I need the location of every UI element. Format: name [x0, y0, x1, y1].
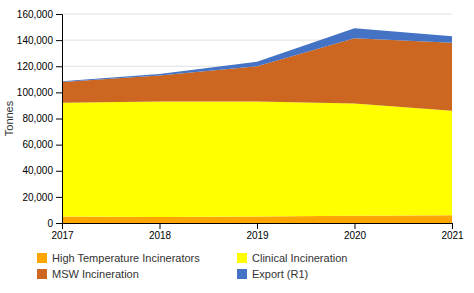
x-axis: 2017 2018 2019 2020 2021 — [51, 223, 464, 241]
area — [62, 28, 452, 82]
y-axis: 0 20,000 40,000 60,000 80,000 100,000 120,000 1… — [17, 9, 63, 229]
tick-mark — [56, 223, 62, 224]
tick-mark — [56, 92, 62, 93]
legend: High Temperature Incinerators Clinical In… — [37, 252, 347, 280]
tick-mark — [160, 223, 161, 229]
tick-label: 20,000 — [22, 192, 53, 203]
tick: 2019 — [246, 223, 269, 241]
legend-swatch — [37, 253, 47, 263]
tick-label: 2019 — [246, 230, 269, 241]
chart: 2017 2018 2019 2020 2021 0 20,000 40,000 60,000 8… — [0, 0, 474, 293]
tick-label: 2017 — [51, 230, 74, 241]
area — [62, 102, 452, 218]
legend-swatch — [37, 269, 47, 279]
tick: 140,000 — [17, 35, 62, 46]
tick: 2020 — [344, 223, 367, 241]
tick: 2018 — [149, 223, 172, 241]
tick-label: 100,000 — [17, 87, 54, 98]
tick: 2021 — [441, 223, 464, 241]
legend-swatch — [237, 269, 247, 279]
tick-label: 2018 — [149, 230, 172, 241]
tick-mark — [56, 66, 62, 67]
axis-line — [63, 224, 453, 230]
tick-label: 80,000 — [22, 113, 53, 124]
tick: 20,000 — [22, 192, 62, 203]
legend-label: Clinical Incineration — [252, 252, 347, 264]
tick-mark — [56, 14, 62, 15]
tick: 100,000 — [17, 87, 62, 98]
tick-mark — [257, 223, 258, 229]
tick: 40,000 — [22, 165, 62, 176]
plot: 2017 2018 2019 2020 2021 0 20,000 40,000 60,000 8… — [17, 9, 464, 241]
tick-label: 160,000 — [17, 9, 54, 20]
area — [62, 38, 452, 110]
areas — [62, 28, 452, 223]
tick: 60,000 — [22, 139, 62, 150]
tick-mark — [56, 171, 62, 172]
tick: 80,000 — [22, 113, 62, 124]
tick-mark — [56, 119, 62, 120]
tick: 120,000 — [17, 61, 62, 72]
legend-label: MSW Incineration — [52, 268, 139, 280]
legend-swatch — [237, 253, 247, 263]
legend-item: High Temperature Incinerators — [37, 252, 200, 264]
tick-mark — [56, 145, 62, 146]
tick-label: 60,000 — [22, 139, 53, 150]
legend-item: Export (R1) — [237, 268, 308, 280]
axis-line — [56, 15, 63, 224]
legend-item: Clinical Incineration — [237, 252, 347, 264]
tick-mark — [355, 223, 356, 229]
tick-label: 2020 — [344, 230, 367, 241]
tick-label: 2021 — [441, 230, 464, 241]
tick-label: 140,000 — [17, 35, 54, 46]
tick-label: 0 — [47, 218, 53, 229]
legend-label: Export (R1) — [252, 268, 308, 280]
grid-line — [62, 14, 452, 15]
tick-mark — [452, 223, 453, 229]
tick-label: 120,000 — [17, 61, 54, 72]
tick-mark — [56, 197, 62, 198]
tick-label: 40,000 — [22, 165, 53, 176]
axis-title: Tonnes — [3, 100, 15, 136]
legend-item: MSW Incineration — [37, 268, 139, 280]
tick: 160,000 — [17, 9, 62, 20]
legend-label: High Temperature Incinerators — [52, 252, 200, 264]
tick: 2017 — [51, 223, 74, 241]
tick-mark — [56, 40, 62, 41]
tick: 0 — [47, 218, 62, 229]
grid — [62, 14, 452, 223]
